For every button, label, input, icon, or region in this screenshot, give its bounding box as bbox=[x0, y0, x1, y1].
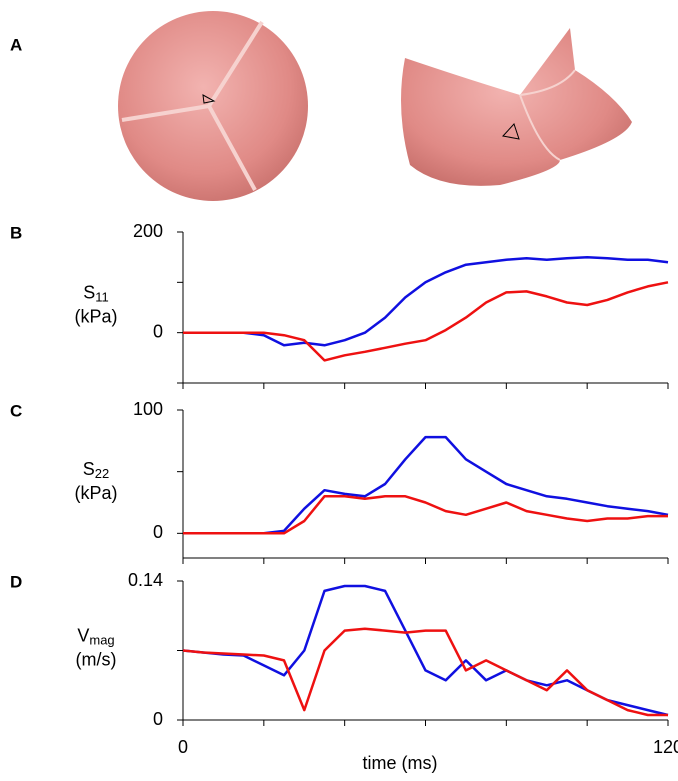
y-axis-title-sub: 22 bbox=[95, 466, 109, 481]
y-tick-label: 100 bbox=[133, 399, 163, 419]
valve-top-view bbox=[118, 11, 308, 201]
y-axis-title-sub: mag bbox=[89, 633, 114, 648]
y-axis-unit: (kPa) bbox=[74, 306, 117, 326]
x-axis-title: time (ms) bbox=[363, 753, 438, 773]
valve-side-view bbox=[401, 28, 632, 186]
y-tick-label: 0 bbox=[153, 522, 163, 542]
y-tick-label: 200 bbox=[133, 221, 163, 241]
panel-label: D bbox=[10, 572, 22, 591]
y-axis-unit: (m/s) bbox=[76, 649, 117, 669]
y-axis-title-main: S bbox=[83, 459, 95, 479]
panel-label: A bbox=[10, 35, 22, 54]
x-tick-label: 0 bbox=[178, 737, 188, 757]
y-axis-title-main: V bbox=[77, 625, 89, 645]
y-axis-unit: (kPa) bbox=[74, 483, 117, 503]
y-axis-title-sub: 11 bbox=[95, 290, 109, 305]
data-line bbox=[183, 282, 668, 360]
data-line bbox=[183, 629, 668, 715]
data-line bbox=[183, 586, 668, 715]
panel-label: C bbox=[10, 401, 22, 420]
figure: A B0200S11(kPa)C0100S22(kPa)D00.140120ti… bbox=[0, 0, 678, 776]
y-axis-title-main: S bbox=[83, 282, 95, 302]
y-tick-label: 0 bbox=[153, 321, 163, 341]
x-tick-label: 120 bbox=[653, 737, 678, 757]
y-tick-label: 0 bbox=[153, 709, 163, 729]
y-axis-title: Vmag bbox=[77, 625, 114, 648]
data-line bbox=[183, 496, 668, 533]
y-axis-title: S11 bbox=[83, 282, 109, 305]
panel-label: B bbox=[10, 223, 22, 242]
y-axis-title: S22 bbox=[83, 459, 109, 482]
y-tick-label: 0.14 bbox=[128, 570, 163, 590]
